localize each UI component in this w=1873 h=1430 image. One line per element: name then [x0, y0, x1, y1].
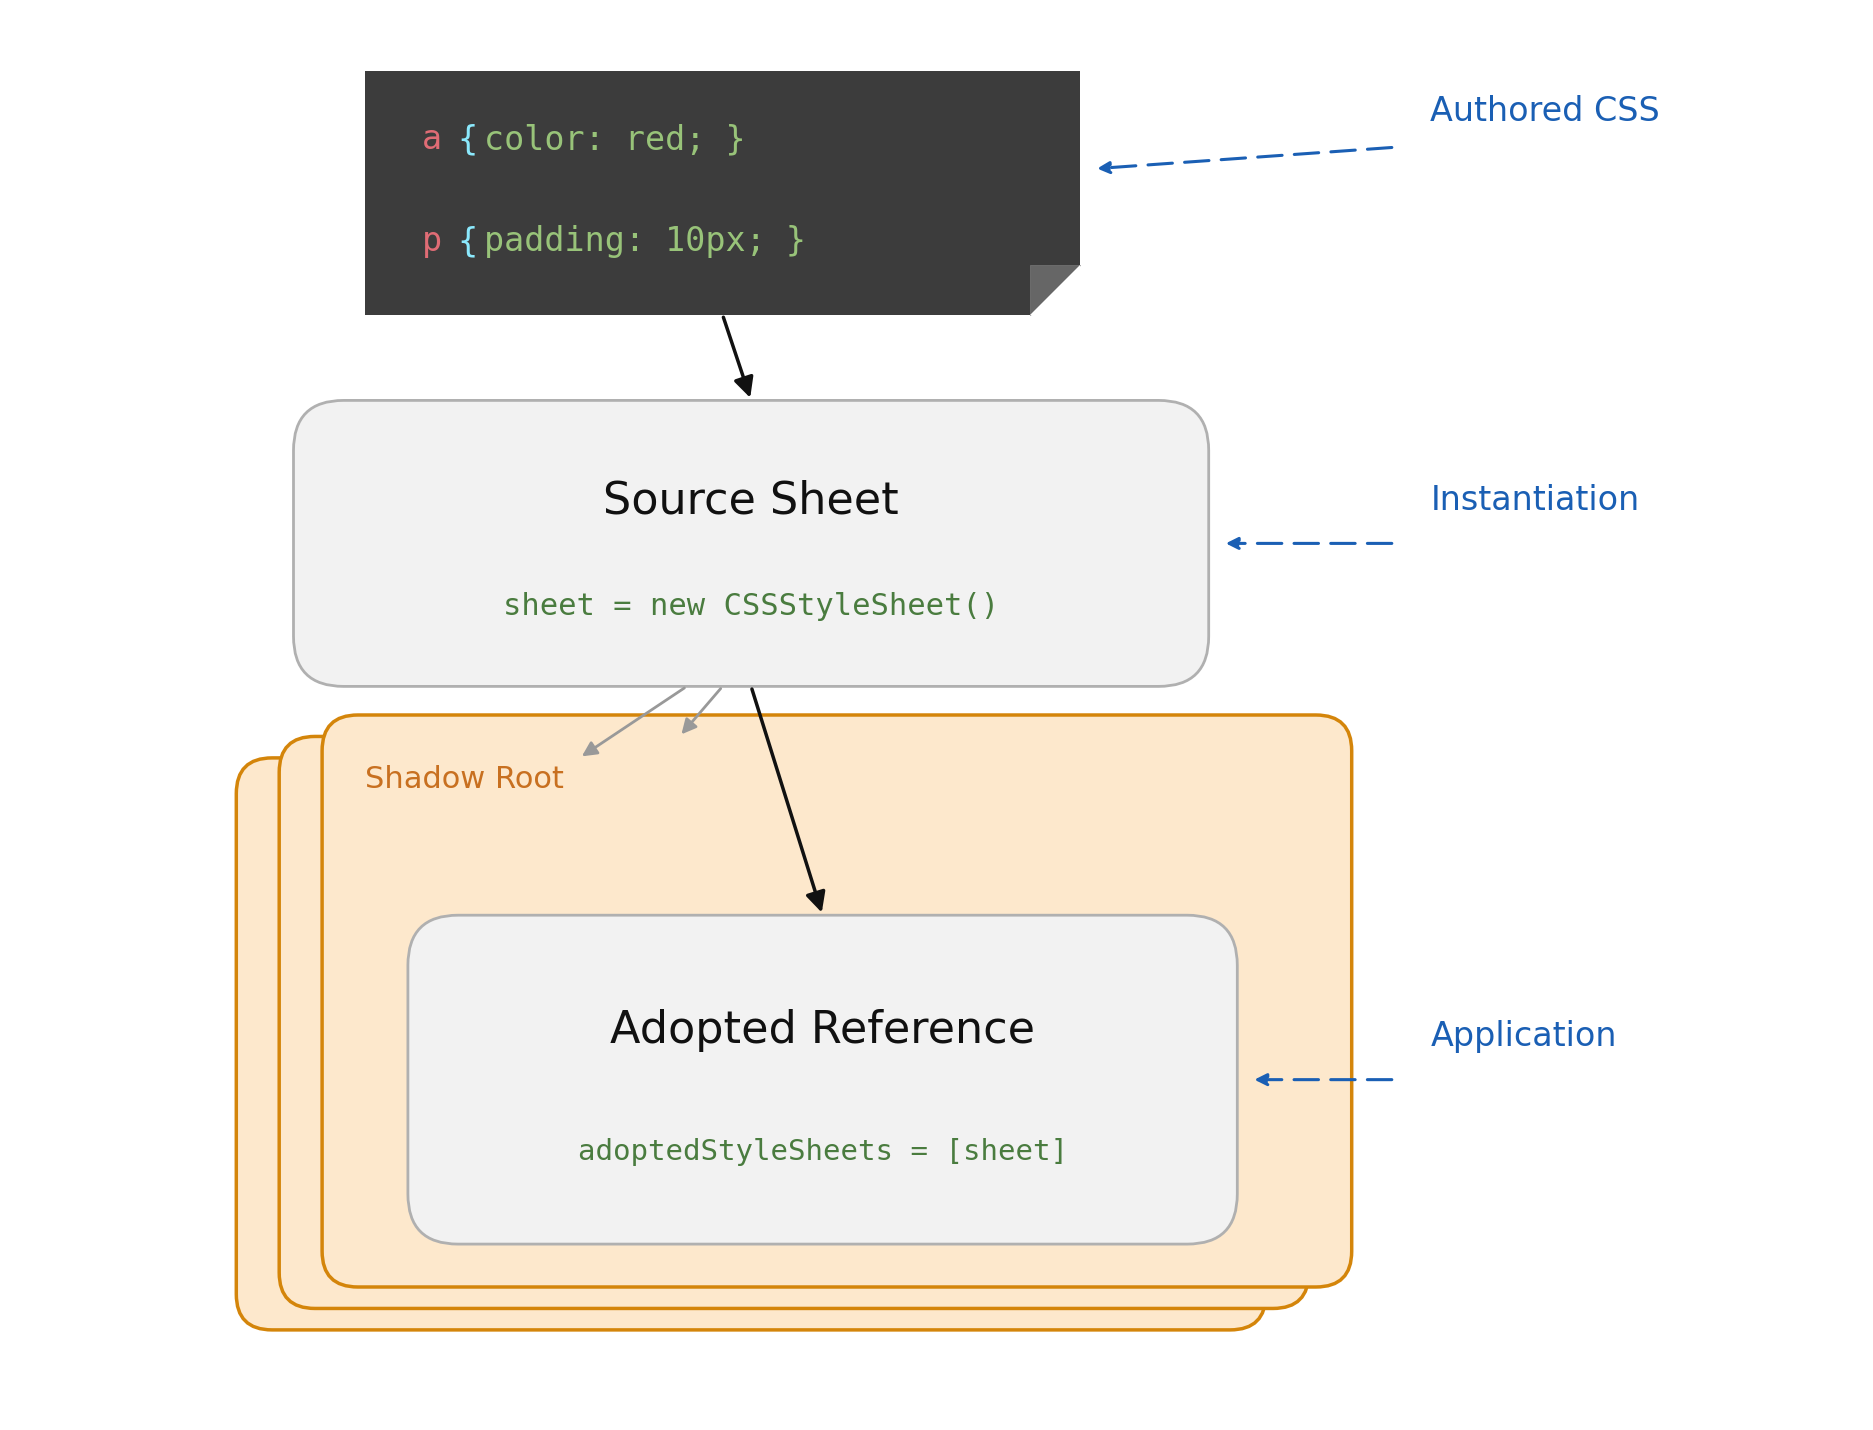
Polygon shape	[1030, 265, 1079, 315]
Polygon shape	[1030, 265, 1079, 315]
Text: Instantiation: Instantiation	[1429, 483, 1639, 518]
Text: Application: Application	[1429, 1020, 1616, 1054]
Text: color: red; }: color: red; }	[483, 123, 745, 156]
Text: sheet = new CSSStyleSheet(): sheet = new CSSStyleSheet()	[502, 592, 998, 621]
Text: Source Sheet: Source Sheet	[603, 479, 899, 522]
Text: padding: 10px; }: padding: 10px; }	[483, 225, 805, 259]
FancyBboxPatch shape	[294, 400, 1208, 686]
Text: Adopted Reference: Adopted Reference	[611, 1008, 1034, 1052]
Bar	[365, 72, 1079, 315]
FancyBboxPatch shape	[279, 736, 1307, 1308]
FancyBboxPatch shape	[236, 758, 1266, 1330]
Text: p: p	[421, 225, 442, 259]
Text: {: {	[436, 123, 498, 156]
Text: {: {	[436, 225, 498, 259]
FancyBboxPatch shape	[322, 715, 1350, 1287]
Text: Authored CSS: Authored CSS	[1429, 94, 1659, 129]
Text: a: a	[421, 123, 442, 156]
Text: Shadow Root: Shadow Root	[365, 765, 564, 794]
FancyBboxPatch shape	[408, 915, 1236, 1244]
Text: adoptedStyleSheets = [sheet]: adoptedStyleSheets = [sheet]	[577, 1138, 1068, 1165]
